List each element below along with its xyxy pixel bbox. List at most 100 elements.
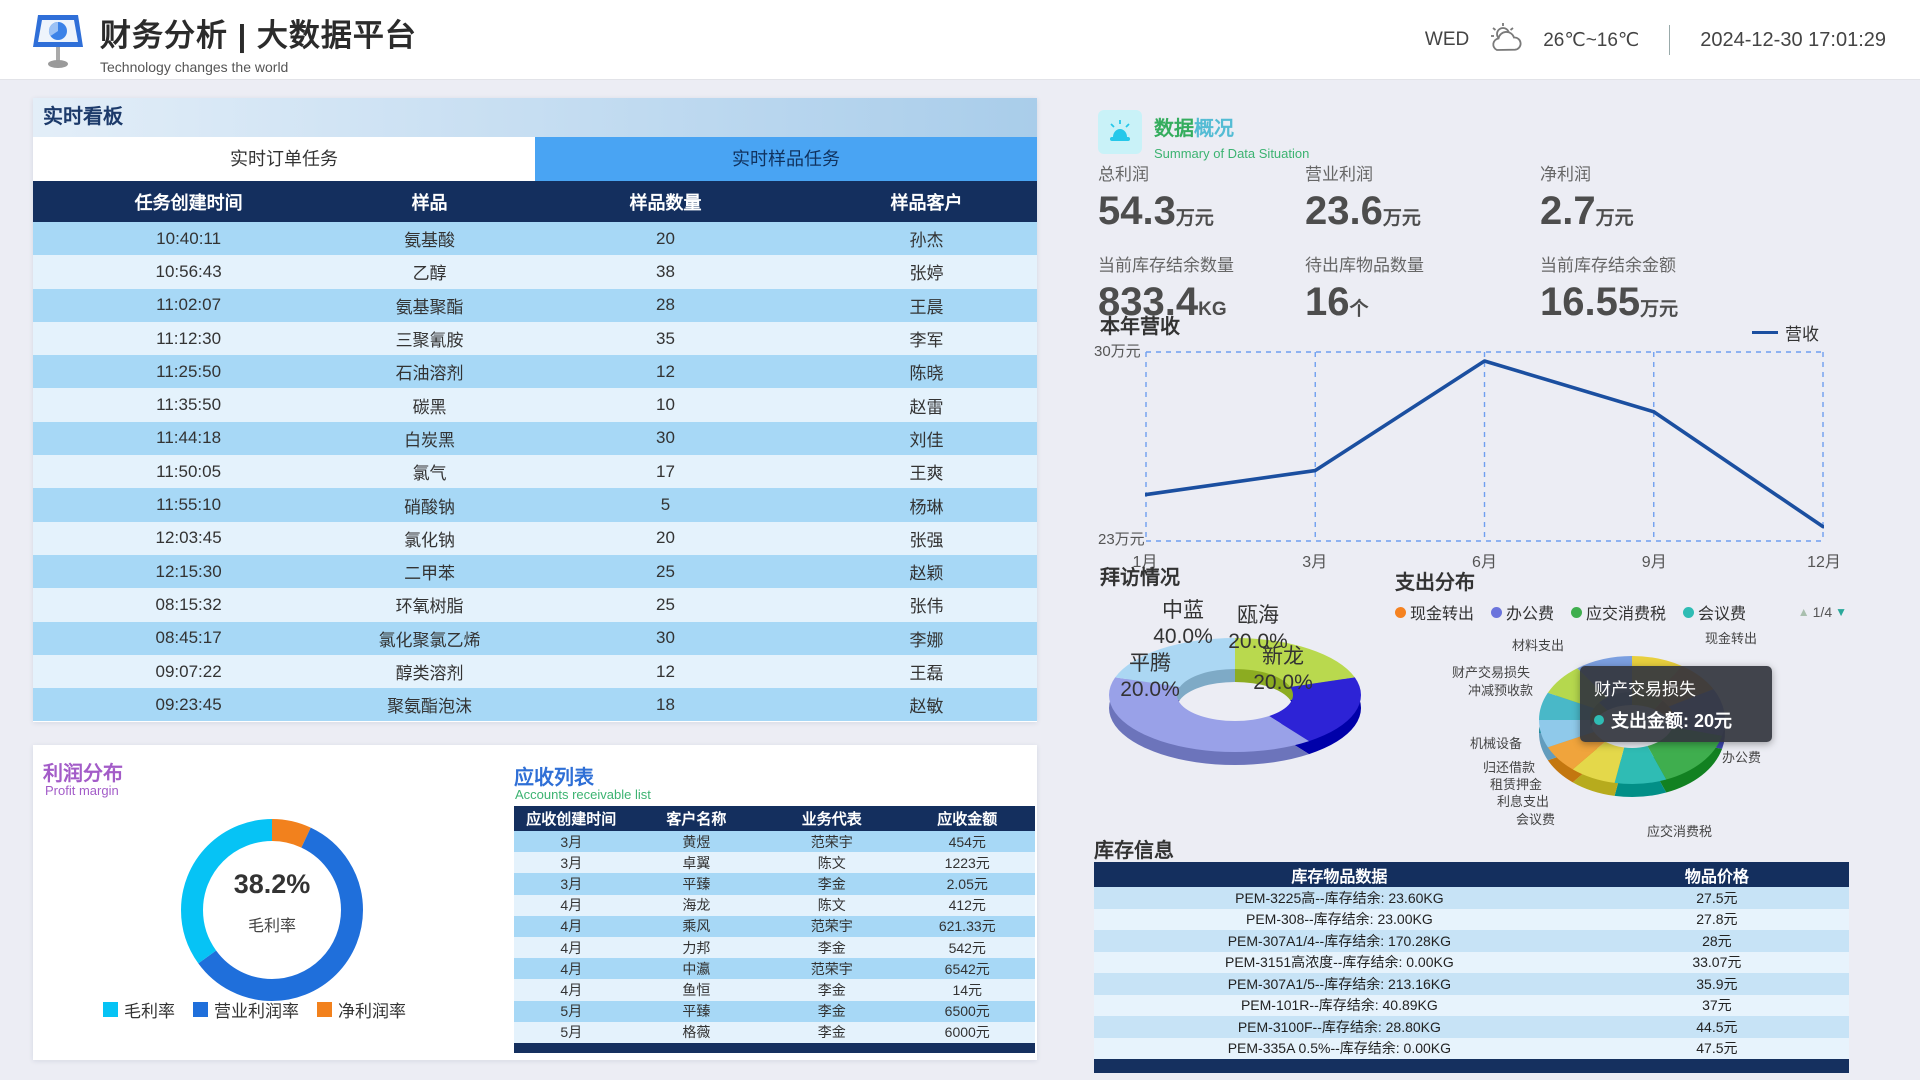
pie-slice-label: 归还借款 xyxy=(1483,760,1536,775)
table-row: PEM-308--库存结余: 23.00KG 27.8元 xyxy=(1094,908,1849,930)
stat-net-profit: 净利润 2.7万元 xyxy=(1540,165,1634,233)
weekday-label: WED xyxy=(1424,29,1470,50)
tooltip-series-dot xyxy=(1594,715,1604,725)
pie-slice-label: 办公费 xyxy=(1722,750,1762,765)
column-header: 样品数量 xyxy=(629,192,702,213)
expense-tooltip: 财产交易损失 支出金额: 20元 xyxy=(1580,666,1772,742)
table-row: 4月 海龙 陈文 412元 xyxy=(514,894,1035,916)
table-row: 09:07:22 醇类溶剂 12 王磊 xyxy=(33,654,1037,689)
legend-item: 应交消费税 xyxy=(1571,600,1666,624)
tab-order-tasks[interactable]: 实时订单任务 xyxy=(33,137,535,181)
pie-slice-label: 冲减预收款 xyxy=(1468,683,1534,698)
table-row: 3月 卓翼 陈文 1223元 xyxy=(514,852,1035,874)
pie-slice-label: 机械设备 xyxy=(1470,736,1523,751)
legend-item: 会议费 xyxy=(1683,600,1746,624)
revenue-line-chart xyxy=(1145,351,1824,542)
tooltip-title: 财产交易损失 xyxy=(1594,680,1696,699)
stat-total-profit: 总利润 54.3万元 xyxy=(1098,165,1214,233)
realtime-tabs: 实时订单任务 实时样品任务 xyxy=(33,137,1037,181)
realtime-board-card: 实时看板 实时订单任务 实时样品任务 任务创建时间 样品 样品数量 样品客户 10:4… xyxy=(33,98,1037,722)
inventory-title: 库存信息 xyxy=(1094,840,1174,862)
x-tick-label: 12月 xyxy=(1807,554,1841,571)
receivables-table-body: 3月 黄煜 范荣宇 454元 3月 卓翼 陈文 1223元 3月 平臻 李金 2.05元 4月 海龙 陈文 4… xyxy=(514,831,1035,1043)
profit-receivables-card: 利润分布 Profit margin 38.2% 毛利率 毛利率 营业利润率 净利润… xyxy=(33,745,1037,1060)
table-row: 12:15:30 二甲苯 25 赵颖 xyxy=(33,554,1037,589)
visits-pie-chart xyxy=(1109,638,1361,765)
tab-sample-tasks[interactable]: 实时样品任务 xyxy=(535,137,1037,181)
realtime-table-header: 任务创建时间 样品 样品数量 样品客户 xyxy=(33,181,1037,222)
pie-slice-label: 利息支出 xyxy=(1497,794,1550,809)
stats-grid: 总利润 54.3万元 营业利润 23.6万元 净利润 2.7万元 当前库存结余数… xyxy=(1098,160,1850,332)
weather-icon xyxy=(1485,20,1527,61)
table-row: 4月 力邦 李金 542元 xyxy=(514,936,1035,959)
table-row: PEM-307A1/4--库存结余: 170.28KG 28元 xyxy=(1094,930,1849,952)
table-row: 11:35:50 碳黑 10 赵雷 xyxy=(33,388,1037,422)
column-header: 业务代表 xyxy=(801,811,862,828)
table-row: PEM-3151高浓度--库存结余: 0.00KG 33.07元 xyxy=(1094,951,1849,973)
profit-legend: 毛利率 营业利润率 净利润率 xyxy=(103,997,406,1022)
pie-slice-label: 中蓝 40.0% xyxy=(1153,599,1213,648)
app-header: 财务分析 | 大数据平台 Technology changes the worl… xyxy=(0,0,1920,80)
pie-slice-label: 会议费 xyxy=(1516,812,1556,827)
table-row: 5月 平臻 李金 6500元 xyxy=(514,1000,1035,1022)
x-tick-label: 1月 xyxy=(1132,554,1158,571)
revenue-chart-title: 本年营收 xyxy=(1100,316,1180,338)
table-row: 4月 中瀛 范荣宇 6542元 xyxy=(514,958,1035,980)
header-divider xyxy=(1669,25,1671,55)
table-row: 09:23:45 聚氨酯泡沫 18 赵敏 xyxy=(33,688,1037,722)
legend-item: 净利润率 xyxy=(317,997,406,1022)
table-row: 4月 鱼恒 李金 14元 xyxy=(514,979,1035,1001)
pie-slice-label: 租赁押金 xyxy=(1490,777,1543,792)
legend-page-down[interactable]: ▼ xyxy=(1835,605,1847,619)
pie-slice-label: 应交消费税 xyxy=(1647,824,1713,839)
revenue-legend-label: 营收 xyxy=(1785,325,1819,344)
revenue-legend: 营收 xyxy=(1752,320,1819,345)
table-row: 5月 格薇 李金 6000元 xyxy=(514,1021,1035,1043)
pie-slice-label: 平腾 20.0% xyxy=(1120,652,1180,701)
column-header: 客户名称 xyxy=(666,811,727,828)
table-row: 11:02:07 氨基聚酯 28 王晨 xyxy=(33,288,1037,322)
table-row: 11:50:05 氯气 17 王爽 xyxy=(33,455,1037,489)
column-header: 库存物品数据 xyxy=(1291,868,1388,886)
legend-page-up[interactable]: ▲ xyxy=(1797,605,1810,619)
table-row: 08:45:17 氯化聚氯乙烯 30 李娜 xyxy=(33,621,1037,655)
temperature-label: 26℃~16℃ xyxy=(1543,29,1640,51)
y-axis-min-label: 23万元 xyxy=(1098,531,1145,548)
stat-inventory-amount: 当前库存结余金额 16.55万元 xyxy=(1540,256,1679,324)
tooltip-value: 支出金额: 20元 xyxy=(1611,711,1733,731)
app-logo-icon xyxy=(30,11,86,76)
stat-outbound-count: 待出库物品数量 16个 xyxy=(1305,256,1424,324)
gross-margin-label: 毛利率 xyxy=(247,918,296,935)
realtime-table-body: 10:40:11 氨基酸 20 孙杰 10:56:43 乙醇 38 张婷 11:02:07 氨基聚… xyxy=(33,222,1037,722)
table-row: 11:25:50 石油溶剂 12 陈晓 xyxy=(33,355,1037,389)
page-subtitle: Technology changes the world xyxy=(100,59,289,75)
table-row: 3月 平臻 李金 2.05元 xyxy=(514,873,1035,895)
pie-slice-label: 财产交易损失 xyxy=(1452,665,1531,680)
column-header: 样品客户 xyxy=(890,192,963,213)
profit-panel-subtitle: Profit margin xyxy=(45,783,119,798)
table-row: 08:15:32 环氧树脂 25 张伟 xyxy=(33,588,1037,622)
table-row: 11:55:10 硝酸钠 5 杨琳 xyxy=(33,488,1037,522)
data-overview-subtitle: Summary of Data Situation xyxy=(1154,146,1310,161)
table-row: 11:12:30 三聚氰胺 35 李军 xyxy=(33,321,1037,356)
realtime-board-title: 实时看板 xyxy=(33,98,1037,137)
inventory-table-body: PEM-3225高--库存结余: 23.60KG 27.5元 PEM-308--库存… xyxy=(1094,887,1849,1059)
x-tick-label: 6月 xyxy=(1472,554,1497,571)
revenue-legend-line xyxy=(1752,331,1778,334)
siren-icon xyxy=(1098,110,1142,154)
table-row: 4月 乘风 范荣宇 621.33元 xyxy=(514,915,1035,937)
profit-center-text: 38.2% 毛利率 xyxy=(162,869,382,936)
table-row: PEM-307A1/5--库存结余: 213.16KG 35.9元 xyxy=(1094,973,1849,995)
legend-item: 现金转出 xyxy=(1395,600,1474,624)
pie-slice-label: 材料支出 xyxy=(1512,638,1565,653)
receivables-subtitle: Accounts receivable list xyxy=(515,787,651,802)
receivables-table-header: 应收创建时间 客户名称 业务代表 应收金额 xyxy=(514,806,1035,831)
table-row: 3月 黄煜 范荣宇 454元 xyxy=(514,831,1035,853)
datetime-label: 2024-12-30 17:01:29 xyxy=(1700,28,1886,51)
legend-pagination: ▲ 1/4 ▼ xyxy=(1798,604,1847,620)
table-row: PEM-335A 0.5%--库存结余: 0.00KG 47.5元 xyxy=(1094,1037,1849,1059)
table-row: 10:40:11 氨基酸 20 孙杰 xyxy=(33,222,1037,256)
receivables-partial-row xyxy=(514,1042,1035,1053)
column-header: 物品价格 xyxy=(1684,868,1749,886)
receivables-table: 应收创建时间 客户名称 业务代表 应收金额 3月 黄煜 范荣宇 454元 3月 卓翼 陈文 1223… xyxy=(514,806,1035,1053)
